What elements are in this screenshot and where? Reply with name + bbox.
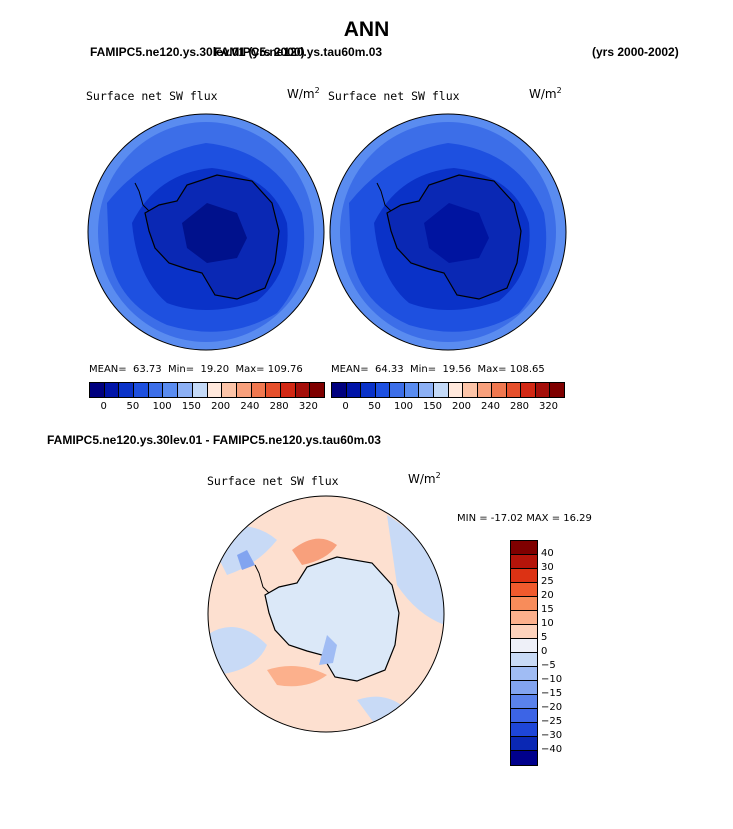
colorbar-swatch bbox=[192, 383, 208, 397]
colorbar-swatch bbox=[433, 383, 449, 397]
colorbar-swatch bbox=[346, 383, 362, 397]
right-variable-label: Surface net SW flux bbox=[328, 89, 460, 103]
case1-title: FAMIPC5.ne120.ys.30lev.01 (yrs 2000) bbox=[90, 45, 305, 59]
colorbar-swatch bbox=[511, 611, 537, 625]
colorbar-swatch bbox=[390, 383, 405, 397]
colorbar-tick-label: −20 bbox=[541, 702, 563, 713]
colorbar-swatch bbox=[448, 383, 464, 397]
colorbar-swatch bbox=[178, 383, 193, 397]
colorbar-swatch bbox=[511, 625, 537, 639]
colorbar-swatch bbox=[511, 723, 537, 737]
colorbar-tick-label: 280 bbox=[509, 401, 530, 412]
colorbar-swatch bbox=[511, 751, 537, 765]
diff-units-label: W/m2 bbox=[408, 471, 441, 486]
colorbar-tick-label: 100 bbox=[152, 401, 172, 412]
colorbar-swatch bbox=[511, 695, 537, 709]
diff-colorbar bbox=[510, 540, 538, 766]
right-units-label: W/m2 bbox=[529, 86, 562, 101]
colorbar-swatch bbox=[207, 383, 223, 397]
left-units-label: W/m2 bbox=[287, 86, 320, 101]
colorbar-tick-label: 240 bbox=[240, 401, 260, 412]
colorbar-swatch bbox=[511, 569, 537, 583]
left-variable-label: Surface net SW flux bbox=[86, 89, 218, 103]
colorbar-tick-label: −30 bbox=[541, 730, 563, 741]
colorbar-swatch bbox=[280, 383, 296, 397]
left-colorbar bbox=[89, 382, 325, 398]
colorbar-swatch bbox=[550, 383, 564, 397]
colorbar-tick-label: 40 bbox=[541, 548, 554, 559]
colorbar-swatch bbox=[511, 681, 537, 695]
case2-title: FAMIPC5.ne120.ys.tau60m.03 bbox=[214, 45, 383, 59]
diff-variable-label: Surface net SW flux bbox=[207, 474, 339, 488]
colorbar-tick-label: 320 bbox=[538, 401, 559, 412]
colorbar-tick-label: 150 bbox=[422, 401, 443, 412]
colorbar-tick-label: 30 bbox=[541, 562, 554, 573]
colorbar-tick-label: 150 bbox=[181, 401, 201, 412]
difference-title: FAMIPC5.ne120.ys.30lev.01 - FAMIPC5.ne12… bbox=[47, 433, 381, 447]
colorbar-tick-label: 280 bbox=[269, 401, 289, 412]
colorbar-tick-label: 0 bbox=[100, 401, 107, 412]
colorbar-swatch bbox=[535, 383, 551, 397]
colorbar-swatch bbox=[511, 597, 537, 611]
colorbar-swatch bbox=[251, 383, 267, 397]
colorbar-swatch bbox=[148, 383, 164, 397]
difference-polar-map bbox=[207, 495, 445, 733]
right-stats: MEAN= 64.33 Min= 19.56 Max= 108.65 bbox=[331, 364, 545, 375]
colorbar-swatch bbox=[511, 541, 537, 555]
colorbar-tick-label: 0 bbox=[541, 646, 548, 657]
colorbar-swatch bbox=[295, 383, 311, 397]
colorbar-swatch bbox=[511, 709, 537, 723]
colorbar-swatch bbox=[511, 639, 537, 653]
colorbar-swatch bbox=[477, 383, 493, 397]
colorbar-tick-label: 240 bbox=[480, 401, 501, 412]
colorbar-tick-label: 10 bbox=[541, 618, 554, 629]
colorbar-swatch bbox=[332, 383, 347, 397]
colorbar-swatch bbox=[419, 383, 434, 397]
colorbar-swatch bbox=[404, 383, 420, 397]
colorbar-tick-label: 100 bbox=[393, 401, 414, 412]
colorbar-tick-label: 20 bbox=[541, 590, 554, 601]
colorbar-swatch bbox=[222, 383, 237, 397]
colorbar-tick-label: 25 bbox=[541, 576, 554, 587]
colorbar-tick-label: 15 bbox=[541, 604, 554, 615]
colorbar-tick-label: −25 bbox=[541, 716, 563, 727]
right-polar-map bbox=[329, 113, 567, 351]
colorbar-swatch bbox=[463, 383, 478, 397]
colorbar-swatch bbox=[163, 383, 179, 397]
right-colorbar bbox=[331, 382, 565, 398]
left-polar-map bbox=[87, 113, 325, 351]
colorbar-tick-label: −10 bbox=[541, 674, 563, 685]
colorbar-tick-label: −40 bbox=[541, 744, 563, 755]
colorbar-swatch bbox=[511, 737, 537, 751]
colorbar-swatch bbox=[506, 383, 522, 397]
colorbar-swatch bbox=[119, 383, 135, 397]
colorbar-tick-label: 5 bbox=[541, 632, 548, 643]
colorbar-swatch bbox=[134, 383, 149, 397]
colorbar-swatch bbox=[511, 583, 537, 597]
colorbar-tick-label: 200 bbox=[211, 401, 231, 412]
page-title: ANN bbox=[343, 18, 390, 41]
colorbar-tick-label: 320 bbox=[298, 401, 318, 412]
colorbar-tick-label: −5 bbox=[541, 660, 556, 671]
colorbar-swatch bbox=[90, 383, 105, 397]
years-label: (yrs 2000-2002) bbox=[592, 45, 679, 59]
diff-minmax: MIN = -17.02 MAX = 16.29 bbox=[457, 513, 592, 524]
colorbar-tick-label: 50 bbox=[368, 401, 381, 412]
colorbar-tick-label: 0 bbox=[342, 401, 349, 412]
left-stats: MEAN= 63.73 Min= 19.20 Max= 109.76 bbox=[89, 364, 303, 375]
colorbar-swatch bbox=[104, 383, 120, 397]
colorbar-swatch bbox=[361, 383, 376, 397]
colorbar-tick-label: 200 bbox=[451, 401, 472, 412]
colorbar-swatch bbox=[511, 555, 537, 569]
colorbar-tick-label: −15 bbox=[541, 688, 563, 699]
colorbar-swatch bbox=[492, 383, 507, 397]
colorbar-tick-label: 50 bbox=[126, 401, 140, 412]
colorbar-swatch bbox=[266, 383, 281, 397]
colorbar-swatch bbox=[521, 383, 536, 397]
colorbar-swatch bbox=[511, 653, 537, 667]
colorbar-swatch bbox=[375, 383, 391, 397]
colorbar-swatch bbox=[236, 383, 252, 397]
colorbar-swatch bbox=[310, 383, 324, 397]
colorbar-swatch bbox=[511, 667, 537, 681]
